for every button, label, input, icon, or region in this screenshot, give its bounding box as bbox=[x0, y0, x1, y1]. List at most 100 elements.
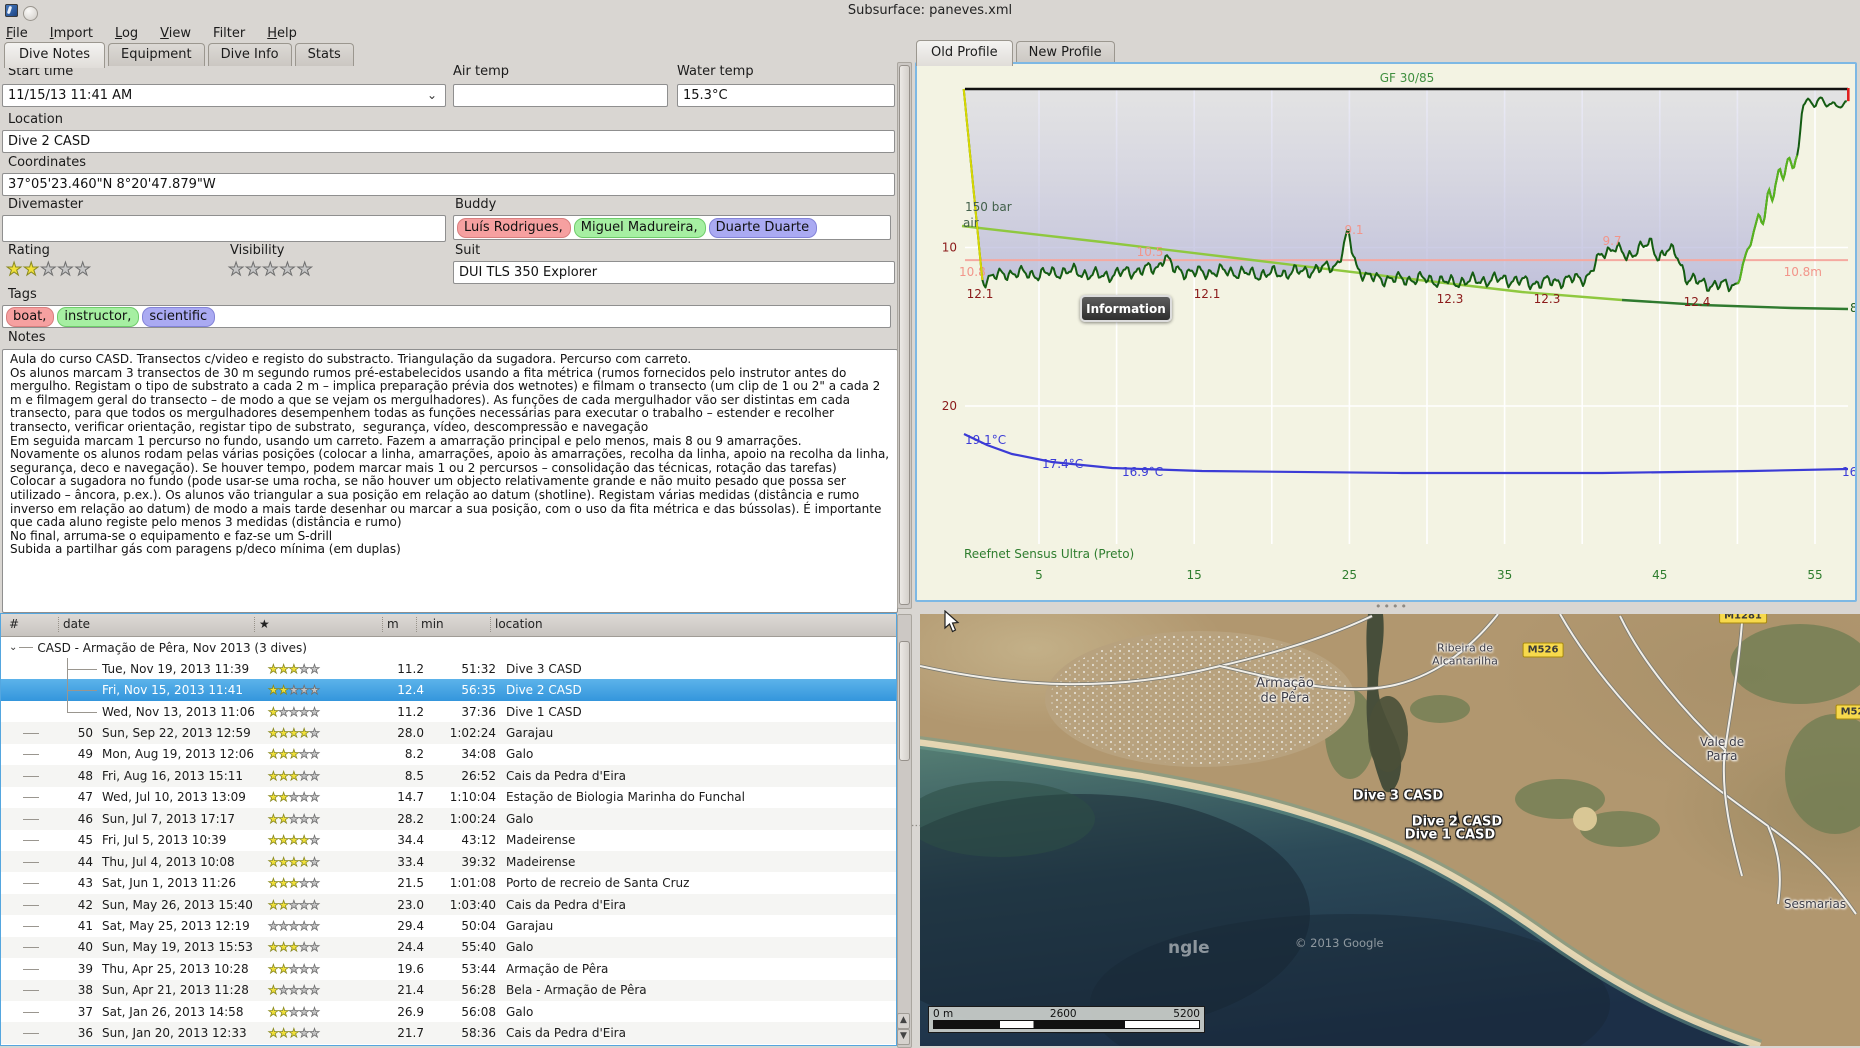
form-scrollbar-thumb[interactable] bbox=[899, 65, 910, 605]
star-icon[interactable]: ★ bbox=[5, 259, 24, 281]
pill-boat[interactable]: boat, bbox=[6, 306, 55, 327]
dive-row[interactable]: 38 Sun, Apr 21, 2013 11:28 ★★★★★ 21.4 56:28 B… bbox=[1, 979, 896, 1001]
star-icon[interactable]: ★ bbox=[262, 259, 280, 281]
star-icon[interactable]: ★ bbox=[227, 259, 246, 281]
notes-textarea[interactable]: Aula do curso CASD. Transectos c/video e… bbox=[2, 349, 898, 613]
tab-old-profile[interactable]: Old Profile bbox=[916, 40, 1013, 66]
window-button-icon[interactable] bbox=[23, 6, 38, 21]
svg-text:12.4: 12.4 bbox=[1684, 295, 1711, 309]
column-header-location[interactable]: location bbox=[495, 617, 543, 631]
visibility-stars[interactable]: ★★★★★ bbox=[227, 259, 314, 281]
pill-scientific[interactable]: scientific bbox=[142, 306, 216, 327]
scroll-down-icon[interactable]: ▼ bbox=[897, 1029, 910, 1045]
dive-row[interactable]: 36 Sun, Jan 20, 2013 12:33 ★★★★★ 21.7 58:36 C… bbox=[1, 1022, 896, 1044]
star-icon: ★ bbox=[268, 897, 280, 912]
tree-line bbox=[67, 690, 97, 691]
menu-file[interactable]: File bbox=[6, 25, 28, 41]
cell-depth: 8.2 bbox=[404, 747, 424, 762]
tags-input[interactable]: boat, instructor, scientific bbox=[2, 305, 891, 328]
dive-row[interactable]: 41 Sat, May 25, 2013 12:19 ★★★★★ 29.4 50:04 G… bbox=[1, 915, 896, 936]
svg-text:12.3: 12.3 bbox=[1534, 292, 1561, 306]
star-icon: ★ bbox=[278, 961, 290, 976]
star-icon: ★ bbox=[278, 897, 290, 912]
tab-stats[interactable]: Stats bbox=[294, 43, 354, 66]
list-scrollbar-thumb[interactable] bbox=[899, 641, 910, 761]
tab-dive-notes[interactable]: Dive Notes bbox=[4, 42, 105, 68]
svg-text:16.9°C: 16.9°C bbox=[1122, 465, 1163, 479]
dive-row[interactable]: 48 Fri, Aug 16, 2013 15:11 ★★★★★ 8.5 26:52 Ca… bbox=[1, 765, 896, 787]
column-header-stars[interactable]: ★ bbox=[259, 617, 270, 631]
column-header-date[interactable]: date bbox=[63, 617, 91, 631]
rating-stars[interactable]: ★★★★★ bbox=[5, 259, 92, 281]
divemaster-input[interactable] bbox=[2, 215, 446, 242]
list-scrollbar[interactable]: ▲ ▼ bbox=[897, 614, 912, 1048]
buddy-input[interactable]: Luís Rodrigues, Miguel Madureira, Duarte D… bbox=[453, 215, 891, 240]
dive-row[interactable]: 37 Sat, Jan 26, 2013 14:58 ★★★★★ 26.9 56:08 G… bbox=[1, 1001, 896, 1022]
collapse-caret-icon[interactable]: ⌄ bbox=[9, 642, 18, 653]
column-separator[interactable] bbox=[490, 617, 492, 632]
tab-dive-info[interactable]: Dive Info bbox=[207, 43, 292, 66]
column-separator[interactable] bbox=[58, 617, 60, 632]
dive-row[interactable]: Fri, Nov 15, 2013 11:41 ★★★★★ 12.4 56:35 Div… bbox=[1, 679, 896, 701]
dive-trip-group-row[interactable]: ⌄ CASD - Armação de Pêra, Nov 2013 (3 div… bbox=[1, 637, 896, 658]
location-input[interactable]: Dive 2 CASD bbox=[2, 130, 895, 153]
tree-indent bbox=[1, 1001, 57, 1022]
column-header-duration[interactable]: min bbox=[421, 617, 444, 631]
coordinates-input[interactable]: 37°05'23.460"N 8°20'47.879"W bbox=[2, 173, 895, 196]
information-button[interactable]: Information bbox=[1080, 295, 1172, 322]
cell-num: 50 bbox=[77, 726, 93, 741]
column-separator[interactable] bbox=[416, 617, 418, 632]
dive-row[interactable]: 50 Sun, Sep 22, 2013 12:59 ★★★★★ 28.0 1:02:2… bbox=[1, 722, 896, 744]
menu-import[interactable]: Import bbox=[49, 25, 93, 41]
star-icon[interactable]: ★ bbox=[74, 259, 92, 281]
menu-filter[interactable]: Filter bbox=[213, 25, 246, 41]
chevron-down-icon[interactable]: ⌄ bbox=[426, 88, 437, 102]
dive-row[interactable]: 40 Sun, May 19, 2013 15:53 ★★★★★ 24.4 55:40 G… bbox=[1, 936, 896, 959]
dive-row[interactable]: 43 Sat, Jun 1, 2013 11:26 ★★★★★ 21.5 1:01:08… bbox=[1, 872, 896, 893]
cell-duration: 1:00:24 bbox=[449, 811, 496, 826]
dive-row[interactable]: 47 Wed, Jul 10, 2013 13:09 ★★★★★ 14.7 1:10:0… bbox=[1, 787, 896, 808]
column-header-num[interactable]: # bbox=[9, 617, 20, 631]
pill-duarte-duarte[interactable]: Duarte Duarte bbox=[708, 217, 818, 238]
column-separator[interactable] bbox=[254, 617, 256, 632]
star-icon[interactable]: ★ bbox=[40, 259, 58, 281]
dive-profile-chart[interactable]: 10.8 GF 30/85 10 20 150 bar air 10.8m 10.5 9.1 9.… bbox=[915, 62, 1857, 602]
star-icon[interactable]: ★ bbox=[57, 259, 75, 281]
scroll-up-icon[interactable]: ▲ bbox=[897, 1013, 910, 1029]
menu-log[interactable]: Log bbox=[114, 25, 139, 41]
dive-row[interactable]: Tue, Nov 19, 2013 11:39 ★★★★★ 11.2 51:32 Div… bbox=[1, 658, 896, 679]
start-time-input[interactable]: 11/15/13 11:41 AM ⌄ bbox=[2, 84, 446, 107]
pill-luís-rodrigues[interactable]: Luís Rodrigues, bbox=[457, 217, 571, 238]
dive-row[interactable]: 39 Thu, Apr 25, 2013 10:28 ★★★★★ 19.6 53:44 A… bbox=[1, 958, 896, 979]
column-separator[interactable] bbox=[382, 617, 384, 632]
pill-miguel-madureira[interactable]: Miguel Madureira, bbox=[573, 217, 706, 238]
dive-row[interactable]: 44 Thu, Jul 4, 2013 10:08 ★★★★★ 33.4 39:32 Ma… bbox=[1, 850, 896, 873]
air-temp-input[interactable] bbox=[453, 84, 668, 107]
suit-input[interactable]: DUI TLS 350 Explorer bbox=[453, 261, 895, 284]
cell-date: Wed, Nov 13, 2013 11:06 bbox=[102, 704, 255, 719]
dive-row[interactable]: Wed, Nov 13, 2013 11:06 ★★★★★ 11.2 37:36 Div… bbox=[1, 701, 896, 722]
tab-new-profile[interactable]: New Profile bbox=[1015, 41, 1115, 64]
star-icon[interactable]: ★ bbox=[279, 259, 297, 281]
menu-view[interactable]: View bbox=[160, 25, 192, 41]
water-temp-input[interactable]: 15.3°C bbox=[677, 84, 895, 107]
star-icon: ★ bbox=[309, 704, 321, 719]
dive-row[interactable]: 46 Sun, Jul 7, 2013 17:17 ★★★★★ 28.2 1:00:24… bbox=[1, 808, 896, 830]
pill-instructor[interactable]: instructor, bbox=[57, 306, 140, 327]
cell-num: 37 bbox=[77, 1004, 93, 1019]
star-icon[interactable]: ★ bbox=[23, 259, 41, 281]
horizontal-splitter[interactable]: •••• bbox=[1375, 600, 1409, 613]
dive-row[interactable]: 45 Fri, Jul 5, 2013 10:39 ★★★★★ 34.4 43:12 Ma… bbox=[1, 830, 896, 851]
star-icon[interactable]: ★ bbox=[245, 259, 263, 281]
star-icon[interactable]: ★ bbox=[296, 259, 314, 281]
menu-help[interactable]: Help bbox=[267, 25, 297, 41]
cell-date: Sun, May 26, 2013 15:40 bbox=[102, 897, 253, 912]
tab-equipment[interactable]: Equipment bbox=[108, 43, 205, 66]
form-scrollbar[interactable] bbox=[897, 62, 912, 609]
column-header-depth[interactable]: m bbox=[387, 617, 399, 631]
dive-row[interactable]: 42 Sun, May 26, 2013 15:40 ★★★★★ 23.0 1:03:4… bbox=[1, 893, 896, 916]
dive-site-map[interactable]: Armação de Pêra Ribeira de Alcantarilha Va… bbox=[920, 614, 1860, 1046]
dive-list-header: # date ★ m min location bbox=[1, 614, 896, 637]
dive-row[interactable]: 49 Mon, Aug 19, 2013 12:06 ★★★★★ 8.2 34:08 Ga… bbox=[1, 744, 896, 765]
